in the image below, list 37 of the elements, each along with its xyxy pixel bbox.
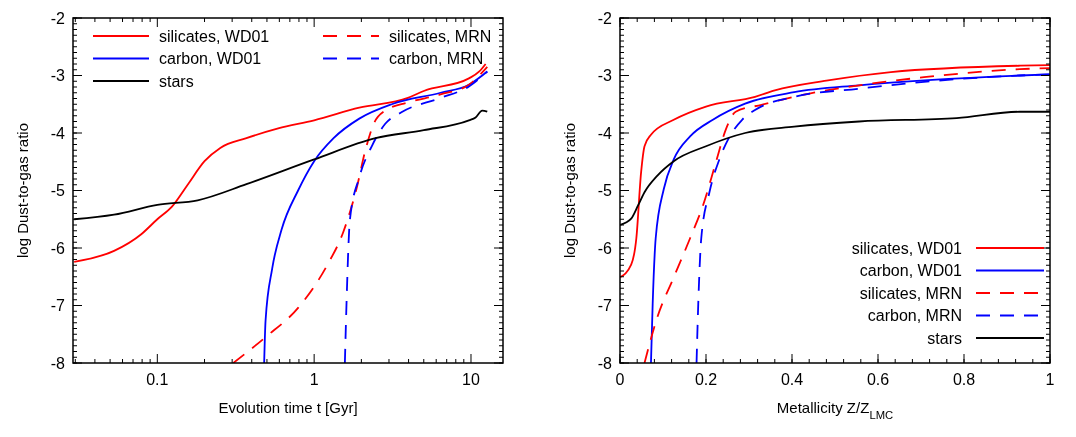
x-tick-label: 0.6: [866, 371, 890, 388]
y-tick-label: -2: [50, 9, 66, 27]
x-axis-title: Evolution time t [Gyr]: [218, 399, 358, 416]
y-tick-label: -8: [50, 354, 66, 372]
y-tick-label: -7: [50, 297, 66, 315]
y-tick-label: -5: [50, 182, 66, 200]
y-axis-title: log Dust-to-gas ratio: [14, 122, 31, 259]
x-tick-label: 0: [615, 371, 625, 388]
x-tick-label: 0.1: [146, 371, 169, 388]
legend-label: silicates, MRN: [389, 27, 492, 45]
y-tick-label: -3: [50, 67, 66, 85]
y-tick-label: -4: [597, 124, 613, 142]
y-tick-label: -4: [50, 124, 66, 142]
y-tick-label: -3: [597, 67, 613, 85]
legend-label: carbon, WD01: [159, 50, 262, 68]
x-tick-label: 1: [309, 371, 319, 388]
x-tick-label: 0.4: [780, 371, 804, 388]
x-tick-label: 1: [1045, 371, 1055, 388]
x-tick-label: 0.8: [952, 371, 976, 388]
x-tick-label: 0.2: [694, 371, 718, 388]
legend-label: stars: [927, 329, 962, 347]
y-tick-label: -6: [597, 239, 613, 257]
legend-label: carbon, MRN: [389, 50, 484, 68]
x-axis-title: Metallicity Z/Z$_{LMC}$: [776, 399, 894, 421]
y-axis-title: log Dust-to-gas ratio: [561, 122, 578, 259]
legend-label: silicates, WD01: [159, 27, 270, 45]
y-tick-label: -5: [597, 182, 613, 200]
y-tick-label: -2: [597, 9, 613, 27]
legend-label: carbon, WD01: [859, 262, 963, 280]
y-tick-label: -6: [50, 239, 66, 257]
legend-label: silicates, MRN: [859, 284, 962, 302]
legend-label: silicates, WD01: [851, 239, 963, 257]
y-tick-label: -7: [597, 297, 613, 315]
y-tick-label: -8: [597, 354, 613, 372]
x-tick-label: 10: [462, 371, 480, 388]
legend-label: stars: [159, 72, 194, 90]
legend-label: carbon, MRN: [867, 307, 962, 325]
